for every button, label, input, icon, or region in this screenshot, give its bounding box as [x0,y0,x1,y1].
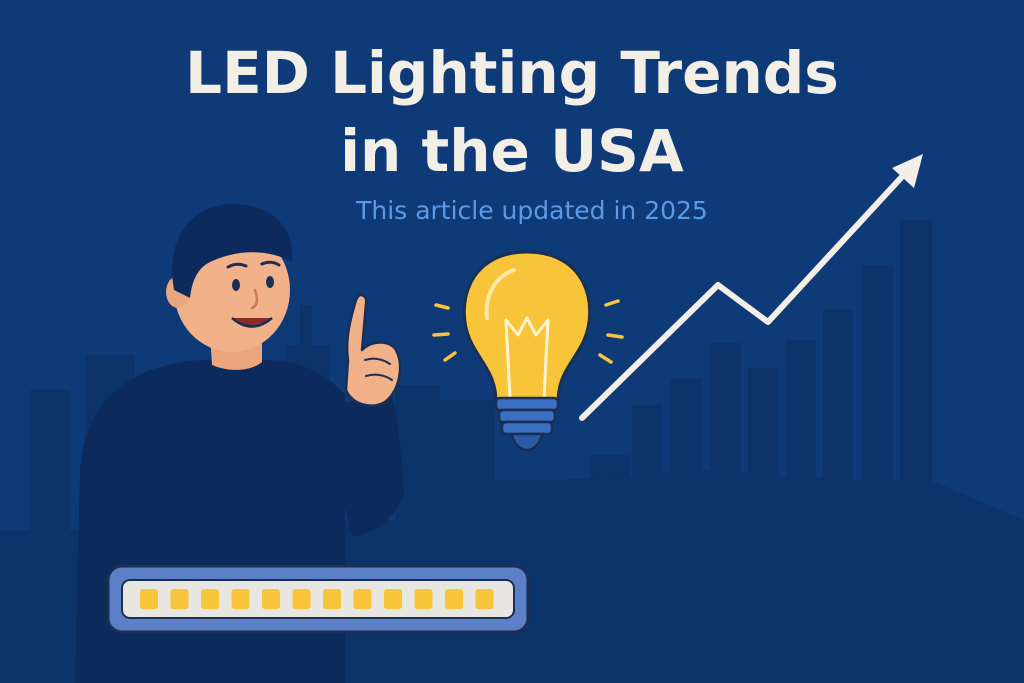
bulb-glow-rays [432,299,624,364]
led-strip-icon [106,564,530,634]
led-light [292,589,311,609]
trend-arrow-icon [579,154,923,421]
led-light [414,589,433,609]
led-light [475,589,494,609]
led-light [140,589,158,609]
led-light [384,589,402,609]
led-segments [140,589,494,609]
bar-chart-background [632,220,932,485]
subtitle: This article updated in 2025 [356,196,708,225]
light-bulb-icon [432,250,624,452]
led-light [445,589,463,609]
led-light [353,589,372,609]
led-light [262,589,280,609]
page-title-line-1: LED Lighting Trends [185,39,839,107]
led-light [201,589,219,609]
led-light [323,589,341,609]
led-light [170,589,189,609]
page-title-line-2: in the USA [340,117,684,185]
led-light [231,589,250,609]
